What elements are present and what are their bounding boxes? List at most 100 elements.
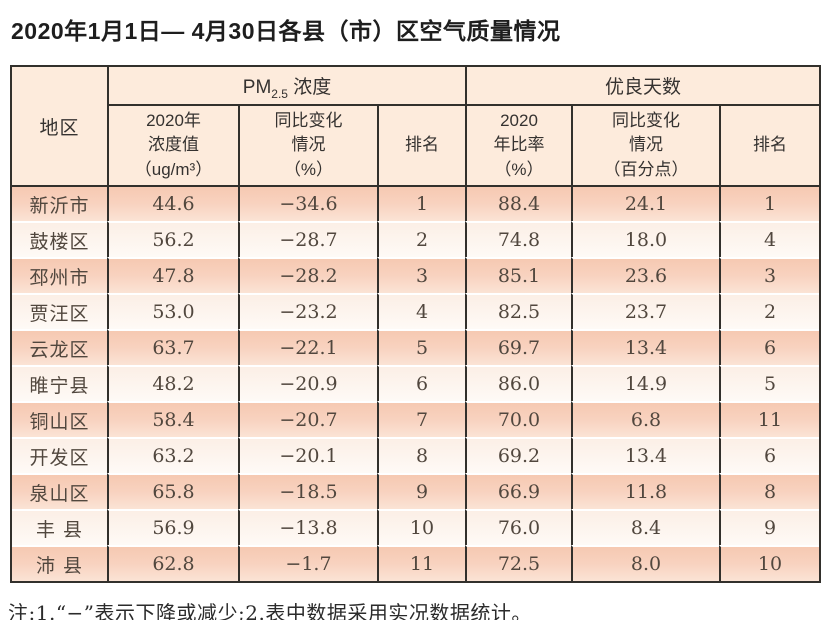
- footnote: 注:1.“−”表示下降或减少;2.表中数据采用实况数据统计。: [8, 601, 532, 620]
- col-header-region: 地区: [12, 67, 107, 187]
- table-row: 睢宁县 48.2 −20.9 6 86.0 14.9 5: [12, 365, 820, 401]
- col-header-pm-change: 同比变化 情况 （%）: [238, 106, 377, 187]
- pm-change-cell: −20.9: [238, 365, 377, 401]
- good-rate-cell: 70.0: [465, 401, 571, 437]
- good-rank-cell: 11: [719, 401, 820, 437]
- pm-value-cell: 47.8: [107, 257, 238, 293]
- pm-value-cell: 56.2: [107, 221, 238, 257]
- pm-value-cell: 58.4: [107, 401, 238, 437]
- good-rank-cell: 8: [719, 473, 820, 509]
- pm-rank-cell: 7: [377, 401, 465, 437]
- pm-label-subscript: 2.5: [271, 86, 288, 101]
- region-cell: 铜山区: [12, 401, 107, 437]
- good-rate-cell: 88.4: [465, 187, 571, 221]
- region-cell: 邳州市: [12, 257, 107, 293]
- col-header-pm-rank: 排名: [377, 106, 465, 187]
- pm-rank-cell: 3: [377, 257, 465, 293]
- table-row: 开发区 63.2 −20.1 8 69.2 13.4 6: [12, 437, 820, 473]
- good-change-cell: 6.8: [571, 401, 719, 437]
- region-cell: 丰 县: [12, 509, 107, 545]
- region-cell: 贾汪区: [12, 293, 107, 329]
- good-rate-cell: 69.7: [465, 329, 571, 365]
- table-row: 铜山区 58.4 −20.7 7 70.0 6.8 11: [12, 401, 820, 437]
- pm-change-cell: −28.2: [238, 257, 377, 293]
- pm-change-cell: −13.8: [238, 509, 377, 545]
- region-cell: 新沂市: [12, 187, 107, 221]
- pm-rank-cell: 6: [377, 365, 465, 401]
- table-body: 新沂市 44.6 −34.6 1 88.4 24.1 1 鼓楼区 56.2 −2…: [12, 187, 820, 581]
- pm-rank-cell: 2: [377, 221, 465, 257]
- page-title: 2020年1月1日— 4月30日各县（市）区空气质量情况: [11, 18, 561, 44]
- good-rank-cell: 1: [719, 187, 820, 221]
- table-row: 贾汪区 53.0 −23.2 4 82.5 23.7 2: [12, 293, 820, 329]
- pm-value-cell: 53.0: [107, 293, 238, 329]
- region-cell: 开发区: [12, 437, 107, 473]
- pm-change-cell: −1.7: [238, 545, 377, 581]
- pm-change-cell: −20.7: [238, 401, 377, 437]
- pm-value-cell: 63.7: [107, 329, 238, 365]
- good-rank-cell: 9: [719, 509, 820, 545]
- good-rank-cell: 4: [719, 221, 820, 257]
- pm-value-cell: 44.6: [107, 187, 238, 221]
- pm-value-cell: 65.8: [107, 473, 238, 509]
- col-header-good-change: 同比变化 情况 （百分点）: [571, 106, 719, 187]
- col-group-good-days: 优良天数: [465, 67, 820, 106]
- good-change-cell: 18.0: [571, 221, 719, 257]
- good-rate-cell: 74.8: [465, 221, 571, 257]
- region-cell: 沛 县: [12, 545, 107, 581]
- air-quality-table: 地区 PM2.5 浓度 优良天数 2020年 浓度值 （ug/m³） 同比变化 …: [10, 65, 822, 583]
- region-cell: 泉山区: [12, 473, 107, 509]
- header-group-row: 地区 PM2.5 浓度 优良天数: [12, 67, 820, 187]
- pm-rank-cell: 11: [377, 545, 465, 581]
- table-row: 新沂市 44.6 −34.6 1 88.4 24.1 1: [12, 187, 820, 221]
- pm-change-cell: −20.1: [238, 437, 377, 473]
- pm-rank-cell: 1: [377, 187, 465, 221]
- good-rate-cell: 69.2: [465, 437, 571, 473]
- good-rank-cell: 10: [719, 545, 820, 581]
- pm-value-cell: 62.8: [107, 545, 238, 581]
- good-change-cell: 23.7: [571, 293, 719, 329]
- col-header-good-rate: 2020 年比率 （%）: [465, 106, 571, 187]
- pm-change-cell: −34.6: [238, 187, 377, 221]
- good-rate-cell: 76.0: [465, 509, 571, 545]
- good-change-cell: 13.4: [571, 437, 719, 473]
- good-rate-cell: 85.1: [465, 257, 571, 293]
- pm-value-cell: 48.2: [107, 365, 238, 401]
- col-group-pm25: PM2.5 浓度: [107, 67, 465, 106]
- pm-rank-cell: 9: [377, 473, 465, 509]
- region-cell: 鼓楼区: [12, 221, 107, 257]
- table-row: 鼓楼区 56.2 −28.7 2 74.8 18.0 4: [12, 221, 820, 257]
- good-rate-cell: 72.5: [465, 545, 571, 581]
- table-row: 云龙区 63.7 −22.1 5 69.7 13.4 6: [12, 329, 820, 365]
- pm-value-cell: 56.9: [107, 509, 238, 545]
- header-sub-row: 2020年 浓度值 （ug/m³） 同比变化 情况 （%） 排名 2020 年比…: [12, 106, 820, 187]
- good-change-cell: 14.9: [571, 365, 719, 401]
- good-change-cell: 8.0: [571, 545, 719, 581]
- pm-change-cell: −18.5: [238, 473, 377, 509]
- pm-rank-cell: 4: [377, 293, 465, 329]
- good-rank-cell: 6: [719, 329, 820, 365]
- pm-change-cell: −28.7: [238, 221, 377, 257]
- pm-rank-cell: 10: [377, 509, 465, 545]
- good-rank-cell: 5: [719, 365, 820, 401]
- good-change-cell: 23.6: [571, 257, 719, 293]
- good-rate-cell: 86.0: [465, 365, 571, 401]
- table-row: 邳州市 47.8 −28.2 3 85.1 23.6 3: [12, 257, 820, 293]
- table-row: 泉山区 65.8 −18.5 9 66.9 11.8 8: [12, 473, 820, 509]
- table-header: 地区 PM2.5 浓度 优良天数 2020年 浓度值 （ug/m³） 同比变化 …: [12, 67, 820, 187]
- table-row: 丰 县 56.9 −13.8 10 76.0 8.4 9: [12, 509, 820, 545]
- good-rank-cell: 2: [719, 293, 820, 329]
- good-change-cell: 8.4: [571, 509, 719, 545]
- region-cell: 睢宁县: [12, 365, 107, 401]
- good-change-cell: 11.8: [571, 473, 719, 509]
- good-rate-cell: 66.9: [465, 473, 571, 509]
- region-cell: 云龙区: [12, 329, 107, 365]
- good-rank-cell: 3: [719, 257, 820, 293]
- pm-value-cell: 63.2: [107, 437, 238, 473]
- good-rank-cell: 6: [719, 437, 820, 473]
- pm-rank-cell: 5: [377, 329, 465, 365]
- col-header-good-rank: 排名: [719, 106, 820, 187]
- good-change-cell: 24.1: [571, 187, 719, 221]
- good-rate-cell: 82.5: [465, 293, 571, 329]
